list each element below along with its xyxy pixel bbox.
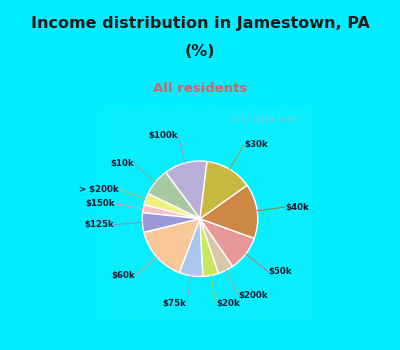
Wedge shape: [200, 219, 254, 266]
Bar: [268, 108, 279, 318]
Bar: [100, 108, 111, 318]
Text: $150k: $150k: [86, 199, 115, 208]
Bar: [289, 108, 300, 318]
Bar: [132, 108, 142, 318]
Bar: [279, 108, 289, 318]
Wedge shape: [200, 219, 233, 273]
Bar: [163, 108, 174, 318]
Wedge shape: [142, 205, 200, 219]
Bar: [247, 108, 258, 318]
Text: $30k: $30k: [244, 140, 268, 149]
Bar: [195, 108, 205, 318]
Text: Income distribution in Jamestown, PA: Income distribution in Jamestown, PA: [30, 16, 370, 32]
Wedge shape: [148, 172, 200, 219]
Text: $60k: $60k: [112, 271, 136, 280]
Wedge shape: [200, 185, 258, 238]
Text: $10k: $10k: [110, 159, 134, 168]
Wedge shape: [144, 219, 200, 273]
Wedge shape: [180, 219, 203, 276]
Wedge shape: [200, 219, 218, 276]
Text: $40k: $40k: [285, 203, 309, 211]
Bar: [121, 108, 132, 318]
Text: City-Data.com: City-Data.com: [226, 114, 295, 124]
Bar: [258, 108, 268, 318]
Wedge shape: [144, 194, 200, 219]
Bar: [216, 108, 226, 318]
Bar: [237, 108, 247, 318]
Text: $200k: $200k: [238, 291, 268, 300]
Text: > $200k: > $200k: [79, 185, 119, 194]
Text: $125k: $125k: [84, 220, 114, 229]
Text: (%): (%): [185, 44, 215, 59]
Bar: [205, 108, 216, 318]
Bar: [174, 108, 184, 318]
Text: $20k: $20k: [216, 299, 240, 308]
Bar: [300, 108, 310, 318]
Bar: [226, 108, 237, 318]
Wedge shape: [166, 161, 207, 219]
Text: $75k: $75k: [163, 299, 186, 308]
Bar: [111, 108, 121, 318]
Bar: [153, 108, 163, 318]
Wedge shape: [200, 161, 247, 219]
Bar: [142, 108, 153, 318]
Text: $50k: $50k: [268, 267, 292, 276]
Wedge shape: [142, 213, 200, 232]
Bar: [184, 108, 195, 318]
Text: $100k: $100k: [148, 131, 178, 140]
Text: All residents: All residents: [153, 82, 247, 95]
